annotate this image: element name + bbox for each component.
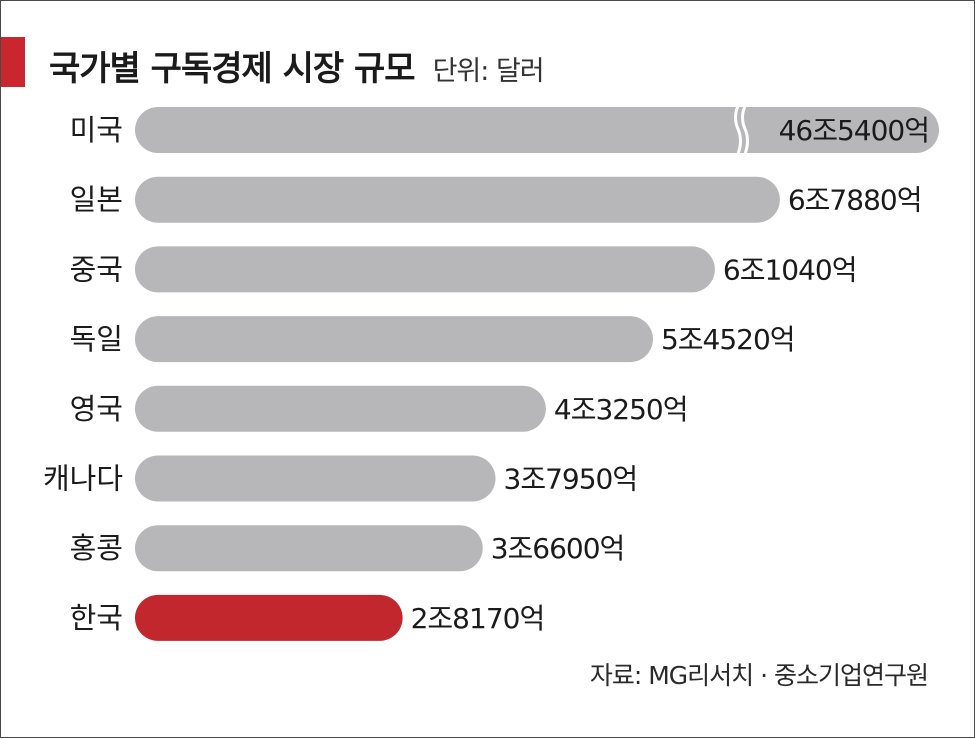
category-label: 중국 (70, 252, 123, 286)
chart-title: 국가별 구독경제 시장 규모 (49, 49, 416, 89)
bar (135, 525, 483, 572)
category-label: 일본 (70, 183, 123, 217)
category-label: 홍콩 (70, 531, 123, 565)
axis-break-mark (734, 105, 742, 155)
bar (135, 316, 653, 363)
bar (135, 107, 939, 153)
value-label: 6조7880억 (788, 184, 922, 217)
bar (135, 176, 780, 223)
source-note: 자료: MG리서치 · 중소기업연구원 (589, 661, 929, 690)
value-label: 3조6600억 (491, 532, 625, 565)
title-accent-bar (1, 37, 25, 87)
unit-label: 단위: 달러 (432, 56, 545, 87)
category-label: 한국 (70, 601, 123, 635)
value-label: 5조4520억 (661, 323, 795, 356)
category-label: 캐나다 (43, 462, 123, 496)
category-label: 영국 (70, 392, 123, 426)
category-label: 미국 (70, 113, 123, 147)
value-label: 4조3250억 (554, 393, 688, 426)
value-label: 2조8170억 (411, 602, 545, 635)
bar (135, 455, 496, 502)
axis-break-mark (741, 105, 749, 155)
bar (135, 594, 403, 641)
value-label: 3조7950억 (504, 463, 638, 496)
value-label: 6조1040억 (723, 253, 857, 286)
category-label: 독일 (70, 322, 123, 356)
chart-header: 국가별 구독경제 시장 규모 단위: 달러 (49, 41, 545, 90)
bar (135, 246, 715, 293)
value-label: 46조5400억 (779, 114, 929, 147)
bar (135, 385, 546, 432)
